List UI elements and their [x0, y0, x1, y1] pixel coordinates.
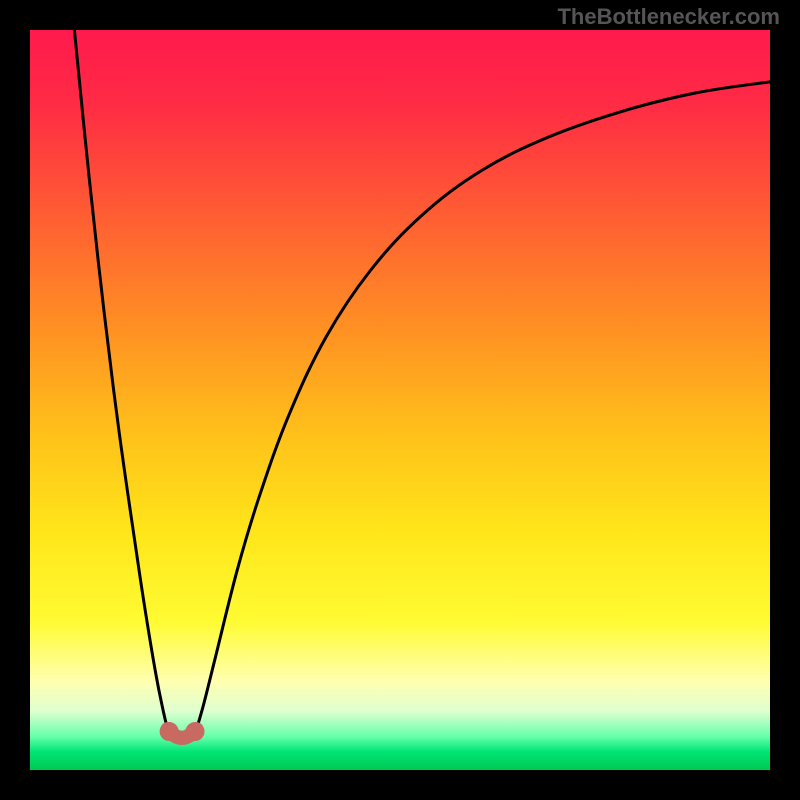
curve-left-branch: [74, 30, 167, 729]
curve-right-branch: [197, 82, 771, 730]
bottleneck-curve: [30, 30, 770, 770]
chart-container: TheBottlenecker.com: [0, 0, 800, 800]
curve-marker-0: [160, 723, 178, 741]
plot-area: [30, 30, 770, 770]
watermark-text: TheBottlenecker.com: [557, 4, 780, 30]
curve-marker-1: [186, 723, 204, 741]
